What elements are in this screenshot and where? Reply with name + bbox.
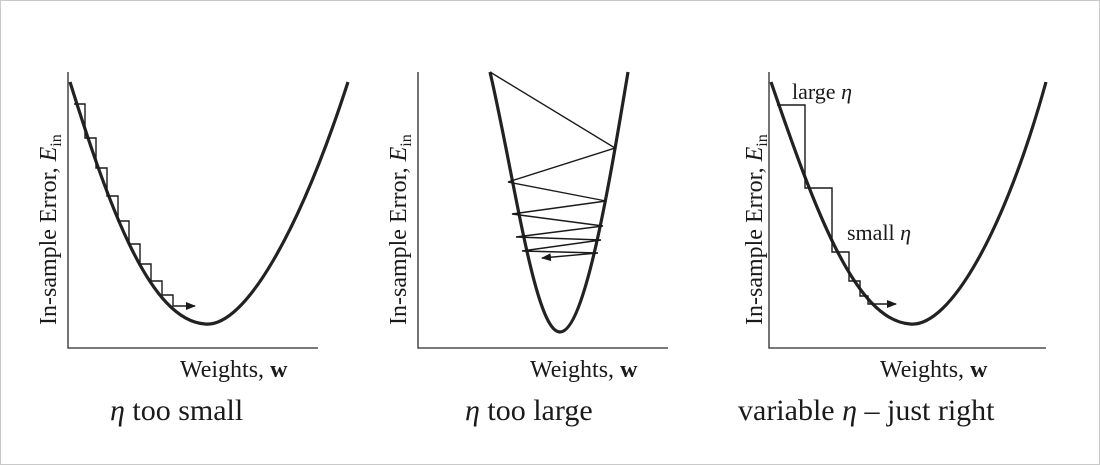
panel3-caption: variable η – just right bbox=[738, 394, 995, 427]
panel3-xlabel: Weights, w bbox=[880, 357, 988, 383]
panel1-xlabel-symbol: w bbox=[270, 357, 288, 383]
panel3-annotation-large-symbol: η bbox=[841, 79, 852, 104]
panel3-caption-text: – just right bbox=[857, 394, 995, 427]
panel1-caption-symbol: η bbox=[110, 394, 125, 427]
panel-too-small: In-sample Error, Ein Weights, w η too sm… bbox=[36, 72, 350, 427]
panel2-axes bbox=[417, 72, 668, 349]
panel3-ylabel: In-sample Error, Ein bbox=[742, 134, 771, 325]
panel1-ylabel-subscript: in bbox=[48, 134, 65, 146]
panel2-ylabel-text: In-sample Error, bbox=[386, 161, 412, 325]
panel3-annotation-large: large η bbox=[792, 79, 852, 104]
panel2-xlabel-text: Weights, bbox=[530, 357, 620, 383]
panel3-ylabel-text: In-sample Error, bbox=[742, 161, 768, 325]
panel1-error-curve bbox=[68, 81, 350, 326]
panel1-ylabel-text: In-sample Error, bbox=[36, 161, 62, 325]
panel3-annotation-small-text: small bbox=[847, 220, 900, 245]
panel3-ylabel-symbol: E bbox=[742, 146, 768, 162]
panel1-descent-steps bbox=[74, 103, 196, 310]
panel2-caption: η too large bbox=[465, 394, 593, 427]
panel3-error-curve bbox=[769, 81, 1048, 326]
panel1-ylabel-symbol: E bbox=[36, 146, 62, 162]
panel2-xlabel: Weights, w bbox=[530, 357, 638, 383]
panel3-variable-steps bbox=[777, 104, 897, 308]
panel3-caption-prefix: variable bbox=[738, 394, 842, 427]
panel3-annotation-small-symbol: η bbox=[900, 220, 911, 245]
panel3-caption-symbol: η bbox=[842, 394, 857, 427]
panel2-oscillating-steps bbox=[489, 71, 617, 262]
panel1-caption-text: too small bbox=[125, 394, 243, 427]
panel2-caption-symbol: η bbox=[465, 394, 480, 427]
panel2-caption-text: too large bbox=[480, 394, 593, 427]
panel-just-right: large η small η In-sample Error, Ein Wei… bbox=[738, 72, 1048, 427]
panel2-ylabel-subscript: in bbox=[398, 134, 415, 146]
panel1-xlabel: Weights, w bbox=[180, 357, 288, 383]
panel2-ylabel-symbol: E bbox=[386, 146, 412, 162]
panel2-error-curve bbox=[488, 71, 630, 334]
panel-too-large: In-sample Error, Ein Weights, w η too la… bbox=[386, 71, 668, 427]
panel3-annotation-large-text: large bbox=[792, 79, 841, 104]
panel2-ylabel: In-sample Error, Ein bbox=[386, 134, 415, 325]
panel1-ylabel: In-sample Error, Ein bbox=[36, 134, 65, 325]
panel2-xlabel-symbol: w bbox=[620, 357, 638, 383]
panel1-xlabel-text: Weights, bbox=[180, 357, 270, 383]
panel1-caption: η too small bbox=[110, 394, 243, 427]
panel3-annotation-small: small η bbox=[847, 220, 911, 245]
panel3-xlabel-symbol: w bbox=[970, 357, 988, 383]
panel3-xlabel-text: Weights, bbox=[880, 357, 970, 383]
panel1-axes bbox=[67, 72, 318, 349]
panel3-ylabel-subscript: in bbox=[754, 134, 771, 146]
panel3-axes bbox=[768, 72, 1046, 349]
